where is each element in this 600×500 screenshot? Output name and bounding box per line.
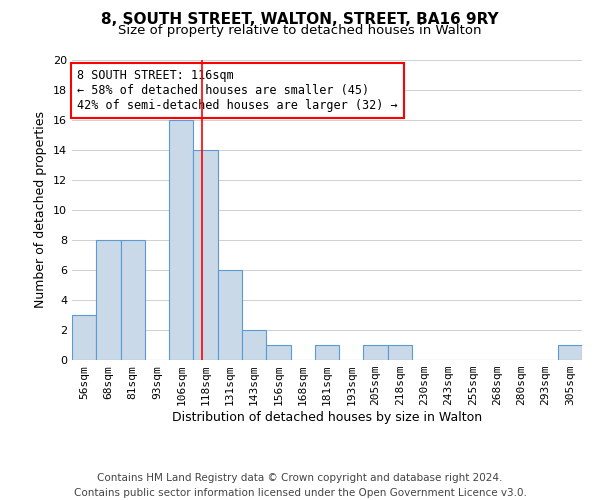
Text: Contains HM Land Registry data © Crown copyright and database right 2024.
Contai: Contains HM Land Registry data © Crown c… [74,472,526,498]
Text: 8, SOUTH STREET, WALTON, STREET, BA16 9RY: 8, SOUTH STREET, WALTON, STREET, BA16 9R… [101,12,499,28]
Bar [72,315,96,360]
Text: Size of property relative to detached houses in Walton: Size of property relative to detached ho… [118,24,482,37]
Bar [242,330,266,360]
Bar [558,345,582,360]
X-axis label: Distribution of detached houses by size in Walton: Distribution of detached houses by size … [172,411,482,424]
Y-axis label: Number of detached properties: Number of detached properties [34,112,47,308]
Bar [218,270,242,360]
Bar [266,345,290,360]
Text: 8 SOUTH STREET: 116sqm
← 58% of detached houses are smaller (45)
42% of semi-det: 8 SOUTH STREET: 116sqm ← 58% of detached… [77,69,398,112]
Bar [364,345,388,360]
Bar [388,345,412,360]
Bar [121,240,145,360]
Bar [96,240,121,360]
Bar [169,120,193,360]
Bar [315,345,339,360]
Bar [193,150,218,360]
